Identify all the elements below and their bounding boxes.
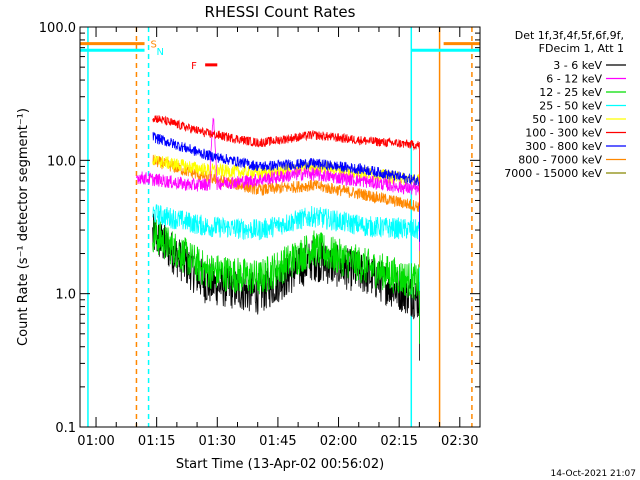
x-tick-label: 02:15 xyxy=(380,434,417,449)
y-tick-label: 0.1 xyxy=(55,421,76,436)
series-layer xyxy=(136,115,420,361)
y-tick-label: 10.0 xyxy=(47,154,76,169)
x-tick-label: 02:00 xyxy=(320,434,357,449)
legend-header: Det 1f,3f,4f,5f,6f,9f, xyxy=(515,29,624,42)
legend-entry-label: 7000 - 15000 keV xyxy=(504,167,602,180)
x-tick-label: 01:30 xyxy=(199,434,236,449)
x-tick-label: 01:00 xyxy=(77,434,114,449)
series-line-300-800-keV xyxy=(152,131,420,242)
legend-entry-label: 3 - 6 keV xyxy=(553,59,602,72)
y-tick-label: 100.0 xyxy=(39,21,76,36)
chart-title: RHESSI Count Rates xyxy=(205,3,356,21)
x-tick-label: 01:45 xyxy=(259,434,296,449)
plot-frame xyxy=(79,26,481,428)
legend-entry-label: 25 - 50 keV xyxy=(539,100,602,113)
x-axis-label: Start Time (13-Apr-02 00:56:02) xyxy=(176,457,384,472)
legend-entry-label: 800 - 7000 keV xyxy=(518,154,602,167)
flag-label-F: F xyxy=(191,61,197,72)
series-line-25-50-keV xyxy=(152,204,420,291)
series-line-800-7000-keV xyxy=(152,154,420,268)
legend-entry-label: 100 - 300 keV xyxy=(525,127,602,140)
y-axis: 0.1 1.0 10.0 100.0 xyxy=(39,21,480,436)
legend-entry-label: 6 - 12 keV xyxy=(546,73,602,86)
x-axis: 01:00 01:15 01:30 01:45 02:00 02:15 02:30 xyxy=(77,27,481,449)
series-line-100-300-keV xyxy=(152,115,420,206)
flag-label-N: N xyxy=(157,47,164,58)
x-tick-label: 01:15 xyxy=(138,434,175,449)
footer-timestamp: 14-Oct-2021 21:07 xyxy=(551,469,636,479)
legend-entry-label: 50 - 100 keV xyxy=(532,113,602,126)
legend: Det 1f,3f,4f,5f,6f,9f,FDecim 1, Att 1 3 -… xyxy=(504,29,626,180)
flag-bars: SN F xyxy=(80,40,480,72)
x-tick-label: 02:30 xyxy=(441,434,478,449)
legend-entry-label: 300 - 800 keV xyxy=(525,140,602,153)
series-line-12-25-keV xyxy=(152,219,420,344)
legend-header: FDecim 1, Att 1 xyxy=(539,42,624,55)
flag-label-S: S xyxy=(151,40,157,51)
legend-entry-label: 12 - 25 keV xyxy=(539,86,602,99)
y-axis-label: Count Rate (s⁻¹ detector segment⁻¹) xyxy=(16,108,31,346)
y-tick-label: 1.0 xyxy=(55,288,76,303)
series-line-6-12-keV xyxy=(136,117,420,251)
